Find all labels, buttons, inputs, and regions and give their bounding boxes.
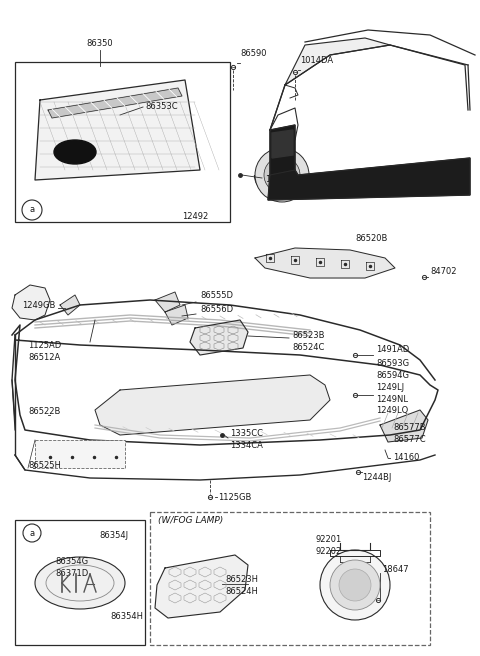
Text: 1334CA: 1334CA bbox=[230, 440, 263, 449]
Text: 86594G: 86594G bbox=[376, 371, 409, 380]
Polygon shape bbox=[268, 158, 470, 200]
Bar bbox=[15, 62, 230, 222]
Polygon shape bbox=[95, 375, 330, 435]
Polygon shape bbox=[270, 125, 295, 175]
Text: 86524C: 86524C bbox=[292, 344, 324, 352]
Text: 84702: 84702 bbox=[430, 268, 456, 276]
Text: 86353C: 86353C bbox=[145, 102, 178, 111]
Circle shape bbox=[339, 569, 371, 601]
Text: 86524H: 86524H bbox=[225, 588, 258, 596]
Text: 86525H: 86525H bbox=[28, 461, 61, 470]
Polygon shape bbox=[266, 254, 274, 262]
Circle shape bbox=[264, 157, 300, 193]
Circle shape bbox=[255, 148, 309, 202]
Polygon shape bbox=[316, 258, 324, 266]
Text: 14160: 14160 bbox=[393, 453, 420, 462]
Circle shape bbox=[330, 560, 380, 610]
Text: 92201: 92201 bbox=[315, 535, 341, 544]
Text: a: a bbox=[29, 529, 35, 537]
Text: 86512A: 86512A bbox=[28, 354, 60, 363]
Text: 86354J: 86354J bbox=[99, 531, 128, 539]
Circle shape bbox=[22, 200, 42, 220]
Polygon shape bbox=[380, 410, 428, 442]
Text: 86556D: 86556D bbox=[200, 304, 233, 314]
Bar bbox=[15, 520, 145, 645]
Text: 86577B: 86577B bbox=[393, 422, 426, 432]
Polygon shape bbox=[35, 80, 200, 180]
Text: 92202: 92202 bbox=[315, 548, 341, 556]
Polygon shape bbox=[60, 295, 80, 315]
Polygon shape bbox=[155, 555, 248, 618]
Text: 1249LJ: 1249LJ bbox=[376, 382, 404, 392]
Circle shape bbox=[320, 550, 390, 620]
Text: 86590: 86590 bbox=[240, 49, 266, 58]
Polygon shape bbox=[285, 38, 390, 85]
Bar bbox=[35, 440, 125, 468]
Text: 12492: 12492 bbox=[182, 212, 208, 221]
Text: 1014DA: 1014DA bbox=[300, 56, 333, 65]
Text: 86371D: 86371D bbox=[55, 569, 88, 579]
Text: 86520B: 86520B bbox=[355, 234, 387, 243]
Bar bbox=[150, 512, 430, 645]
Text: 86555D: 86555D bbox=[200, 291, 233, 300]
Polygon shape bbox=[366, 262, 374, 270]
Text: 86354H: 86354H bbox=[110, 612, 143, 621]
Text: 1249ND: 1249ND bbox=[265, 176, 299, 184]
Polygon shape bbox=[272, 130, 293, 158]
Polygon shape bbox=[48, 88, 182, 118]
Text: 86577C: 86577C bbox=[393, 436, 426, 445]
Text: a: a bbox=[29, 205, 35, 215]
Text: 1249LQ: 1249LQ bbox=[376, 407, 408, 415]
Text: (W/FOG LAMP): (W/FOG LAMP) bbox=[158, 516, 223, 525]
Text: 18647: 18647 bbox=[382, 565, 408, 575]
Polygon shape bbox=[165, 305, 188, 325]
Text: 86354G: 86354G bbox=[55, 558, 88, 567]
Text: 86522B: 86522B bbox=[28, 407, 60, 417]
Text: 86523H: 86523H bbox=[225, 575, 258, 584]
Ellipse shape bbox=[54, 140, 96, 164]
Polygon shape bbox=[291, 256, 299, 264]
Text: 1249NL: 1249NL bbox=[376, 394, 408, 403]
Polygon shape bbox=[12, 285, 50, 320]
Text: 86593G: 86593G bbox=[376, 358, 409, 367]
Circle shape bbox=[23, 524, 41, 542]
Text: 1125AD: 1125AD bbox=[28, 340, 61, 350]
Text: 1335CC: 1335CC bbox=[230, 428, 263, 438]
Text: 1491AD: 1491AD bbox=[376, 346, 409, 354]
Polygon shape bbox=[190, 320, 248, 355]
Polygon shape bbox=[255, 248, 395, 278]
Polygon shape bbox=[341, 260, 349, 268]
Text: 1125GB: 1125GB bbox=[218, 493, 252, 501]
Ellipse shape bbox=[35, 557, 125, 609]
Text: 1244BJ: 1244BJ bbox=[362, 472, 391, 482]
Text: 1249GB: 1249GB bbox=[22, 300, 55, 310]
Text: 86350: 86350 bbox=[87, 39, 113, 48]
Polygon shape bbox=[155, 292, 180, 312]
Text: 86523B: 86523B bbox=[292, 331, 324, 340]
